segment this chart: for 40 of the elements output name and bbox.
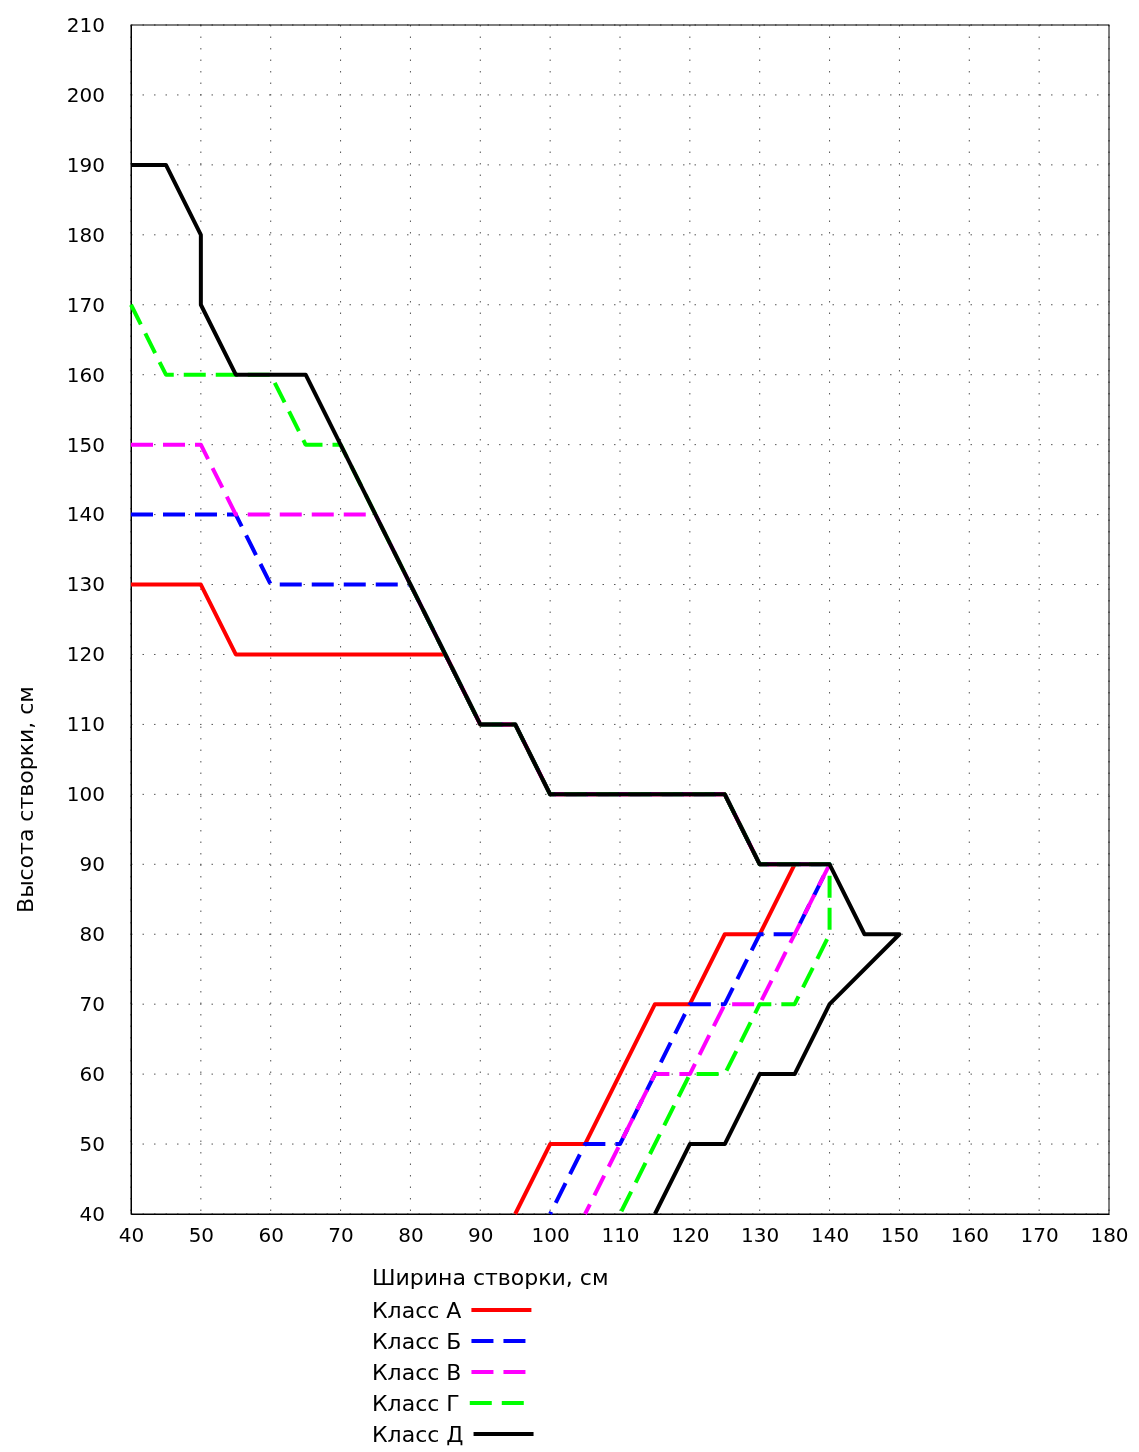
x-tick-label: 180 bbox=[1090, 1223, 1129, 1248]
legend-label: Класс Г bbox=[372, 1391, 460, 1416]
legend-label: Класс Д bbox=[372, 1422, 464, 1447]
x-tick-label: 130 bbox=[741, 1223, 780, 1248]
y-tick-label: 210 bbox=[66, 12, 105, 37]
y-tick-label: 150 bbox=[66, 432, 105, 457]
x-tick-label: 80 bbox=[398, 1223, 424, 1248]
x-tick-label: 70 bbox=[328, 1223, 354, 1248]
x-tick-label: 60 bbox=[258, 1223, 284, 1248]
y-tick-label: 120 bbox=[66, 642, 105, 667]
y-tick-label: 100 bbox=[66, 782, 105, 807]
y-tick-label: 50 bbox=[79, 1131, 105, 1156]
y-tick-label: 40 bbox=[79, 1201, 105, 1226]
y-tick-label: 170 bbox=[66, 292, 105, 317]
y-tick-label: 140 bbox=[66, 502, 105, 527]
y-tick-label: 190 bbox=[66, 152, 105, 177]
x-axis-title: Ширина створки, см bbox=[372, 1265, 609, 1290]
x-tick-label: 140 bbox=[810, 1223, 850, 1248]
x-tick-label: 150 bbox=[880, 1223, 920, 1248]
y-tick-label: 160 bbox=[66, 362, 105, 387]
y-tick-label: 200 bbox=[66, 82, 105, 107]
y-tick-label: 80 bbox=[79, 922, 105, 947]
x-tick-label: 110 bbox=[601, 1223, 640, 1248]
legend-label: Класс В bbox=[372, 1360, 462, 1385]
x-tick-label: 50 bbox=[188, 1223, 215, 1248]
x-tick-label: 90 bbox=[468, 1223, 494, 1248]
legend-label: Класс Б bbox=[372, 1329, 462, 1354]
x-tick-label: 120 bbox=[671, 1223, 710, 1248]
y-tick-label: 70 bbox=[79, 992, 105, 1017]
y-tick-label: 180 bbox=[66, 222, 105, 247]
x-tick-label: 100 bbox=[531, 1223, 570, 1248]
y-tick-label: 60 bbox=[79, 1062, 105, 1087]
y-tick-label: 90 bbox=[79, 852, 105, 877]
y-tick-label: 110 bbox=[66, 712, 105, 737]
x-tick-label: 40 bbox=[118, 1223, 145, 1248]
y-tick-label: 130 bbox=[66, 572, 105, 597]
x-tick-label: 160 bbox=[950, 1223, 989, 1248]
legend-label: Класс А bbox=[372, 1298, 462, 1323]
x-tick-label: 170 bbox=[1020, 1223, 1059, 1248]
y-axis-title: Высота створки, см bbox=[13, 686, 38, 913]
